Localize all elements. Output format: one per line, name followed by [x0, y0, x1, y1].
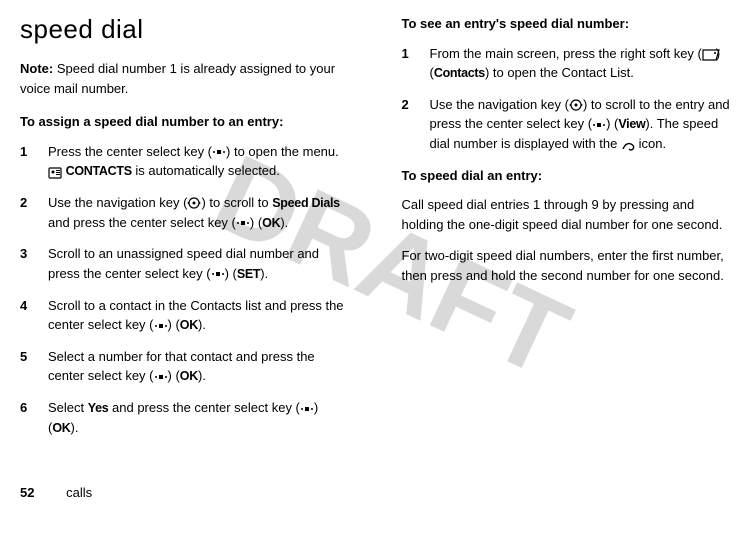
step-body: Press the center select key () to open t…: [48, 142, 352, 181]
step-number: 2: [20, 193, 32, 233]
center-select-icon: [212, 145, 226, 159]
center-select-icon: [592, 118, 606, 132]
note-label: Note:: [20, 61, 53, 76]
assign-heading: To assign a speed dial number to an entr…: [20, 112, 352, 132]
center-select-icon: [154, 319, 168, 333]
list-item: 6 Select Yes and press the center select…: [20, 398, 352, 438]
step-number: 1: [402, 44, 414, 83]
center-select-icon: [154, 370, 168, 384]
step-body: Use the navigation key () to scroll to t…: [430, 95, 734, 154]
section-label: calls: [66, 485, 92, 500]
dial-heading: To speed dial an entry:: [402, 166, 734, 186]
step-body: Use the navigation key () to scroll to S…: [48, 193, 352, 233]
menu-set: SET: [237, 267, 260, 281]
step-body: Select Yes and press the center select k…: [48, 398, 352, 438]
list-item: 1 From the main screen, press the right …: [402, 44, 734, 83]
list-item: 2 Use the navigation key () to scroll to…: [402, 95, 734, 154]
dial-paragraph-1: Call speed dial entries 1 through 9 by p…: [402, 195, 734, 234]
menu-ok: OK: [180, 318, 198, 332]
see-heading: To see an entry's speed dial number:: [402, 14, 734, 34]
menu-contacts-soft: Contacts: [434, 66, 485, 80]
step-number: 3: [20, 244, 32, 283]
navigation-key-icon: [187, 196, 201, 210]
menu-ok: OK: [52, 421, 70, 435]
dial-paragraph-2: For two-digit speed dial numbers, enter …: [402, 246, 734, 285]
note-body: Speed dial number 1 is already assigned …: [20, 61, 335, 96]
step-number: 2: [402, 95, 414, 154]
menu-speed-dials: Speed Dials: [272, 196, 340, 210]
navigation-key-icon: [569, 98, 583, 112]
step-body: Scroll to a contact in the Contacts list…: [48, 296, 352, 335]
step-body: From the main screen, press the right so…: [430, 44, 734, 83]
menu-yes: Yes: [88, 401, 109, 415]
page-footer: 52 calls: [20, 485, 92, 500]
menu-ok: OK: [180, 369, 198, 383]
list-item: 4 Scroll to a contact in the Contacts li…: [20, 296, 352, 335]
list-item: 1 Press the center select key () to open…: [20, 142, 352, 181]
right-column: To see an entry's speed dial number: 1 F…: [392, 10, 734, 500]
step-body: Select a number for that contact and pre…: [48, 347, 352, 386]
step-number: 5: [20, 347, 32, 386]
list-item: 2 Use the navigation key () to scroll to…: [20, 193, 352, 233]
menu-contacts: CONTACTS: [66, 164, 132, 178]
center-select-icon: [300, 402, 314, 416]
step-number: 4: [20, 296, 32, 335]
step-number: 6: [20, 398, 32, 438]
see-steps-list: 1 From the main screen, press the right …: [402, 44, 734, 154]
step-number: 1: [20, 142, 32, 181]
list-item: 5 Select a number for that contact and p…: [20, 347, 352, 386]
center-select-icon: [236, 216, 250, 230]
page-content: speed dial Note: Speed dial number 1 is …: [0, 0, 753, 510]
note-text: Note: Speed dial number 1 is already ass…: [20, 59, 352, 98]
menu-view: View: [618, 117, 645, 131]
left-column: speed dial Note: Speed dial number 1 is …: [20, 10, 362, 500]
assign-steps-list: 1 Press the center select key () to open…: [20, 142, 352, 438]
page-title: speed dial: [20, 10, 352, 49]
step-body: Scroll to an unassigned speed dial numbe…: [48, 244, 352, 283]
menu-ok: OK: [262, 216, 280, 230]
page-number: 52: [20, 485, 34, 500]
center-select-icon: [211, 267, 225, 281]
contacts-icon: [48, 165, 62, 179]
list-item: 3 Scroll to an unassigned speed dial num…: [20, 244, 352, 283]
swirl-icon: [621, 138, 635, 152]
soft-key-icon: [702, 47, 716, 61]
